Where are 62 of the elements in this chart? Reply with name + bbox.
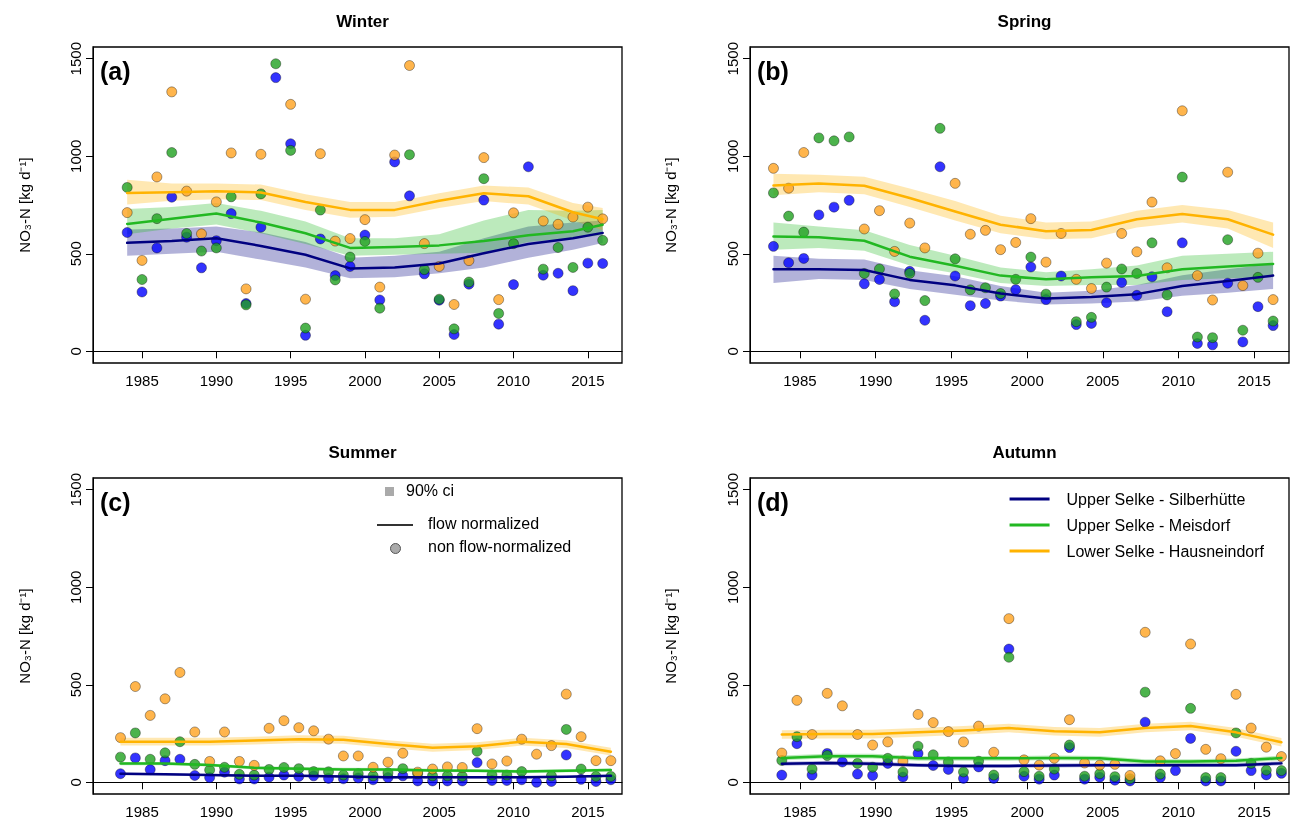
x-tick-label: 2005 — [422, 372, 456, 389]
y-tick-label: 0 — [67, 347, 84, 356]
legend-label: Upper Selke - Meisdorf — [1066, 516, 1231, 534]
y-tick-label: 0 — [67, 778, 84, 787]
y-tick-label: 1000 — [67, 570, 84, 604]
x-tick-label: 2015 — [1237, 372, 1271, 389]
x-tick-label: 2010 — [1161, 803, 1196, 820]
chart-title: Winter — [336, 12, 390, 31]
x-tick-label: 2015 — [1237, 803, 1271, 820]
chart-title: Autumn — [992, 443, 1057, 462]
x-tick-label: 1995 — [273, 803, 308, 820]
x-tick-label: 1995 — [934, 372, 969, 389]
x-tick-label: 1985 — [125, 803, 159, 820]
x-tick-label: 1995 — [273, 372, 308, 389]
y-tick-label: 500 — [724, 672, 741, 698]
x-tick-label: 2010 — [496, 803, 531, 820]
y-axis-title: NO₃-N [kg d⁻¹] — [16, 588, 33, 684]
chart-title: Summer — [328, 443, 397, 462]
annotation: flow normalized — [428, 515, 540, 533]
y-axis-title: NO₃-N [kg d⁻¹] — [662, 157, 679, 253]
legend-label: Upper Selke - Silberhütte — [1066, 490, 1246, 508]
x-tick-label: 1995 — [934, 803, 969, 820]
annotation: (a) — [100, 57, 131, 86]
x-tick-label: 2010 — [1161, 372, 1196, 389]
annotation: non flow-normalized — [428, 538, 572, 556]
x-tick-label: 1985 — [783, 803, 817, 820]
x-tick-label: 1990 — [858, 372, 893, 389]
x-tick-label: 2000 — [348, 372, 382, 389]
x-tick-label: 2005 — [1086, 372, 1120, 389]
x-tick-label: 2000 — [1010, 803, 1044, 820]
x-tick-label: 1990 — [199, 372, 234, 389]
y-tick-label: 1500 — [724, 473, 741, 507]
annotation: (b) — [757, 57, 789, 86]
y-tick-label: 0 — [724, 778, 741, 787]
annotation: 90% ci — [406, 482, 455, 500]
y-axis-title: NO₃-N [kg d⁻¹] — [16, 157, 33, 253]
x-tick-label: 2010 — [496, 372, 531, 389]
x-tick-label: 2005 — [1086, 803, 1120, 820]
y-axis-title: NO₃-N [kg d⁻¹] — [662, 588, 679, 684]
x-tick-label: 2005 — [422, 803, 456, 820]
x-tick-label: 1985 — [783, 372, 817, 389]
y-tick-label: 1500 — [67, 473, 84, 507]
legend-label: Lower Selke - Hausneindorf — [1066, 542, 1265, 560]
x-tick-label: 1990 — [199, 803, 234, 820]
chart-title: Spring — [997, 12, 1052, 31]
y-tick-label: 1000 — [724, 139, 741, 173]
y-tick-label: 1000 — [67, 139, 84, 173]
x-tick-label: 2000 — [1010, 372, 1044, 389]
y-tick-label: 1500 — [67, 42, 84, 76]
annotation: (c) — [100, 488, 131, 517]
x-tick-label: 2000 — [348, 803, 382, 820]
y-tick-label: 500 — [67, 241, 84, 267]
x-tick-label: 2015 — [571, 803, 605, 820]
x-tick-label: 1985 — [125, 372, 159, 389]
x-tick-label: 1990 — [858, 803, 893, 820]
y-tick-label: 1500 — [724, 42, 741, 76]
y-tick-label: 500 — [67, 672, 84, 698]
x-tick-label: 2015 — [571, 372, 605, 389]
y-tick-label: 0 — [724, 347, 741, 356]
y-tick-label: 500 — [724, 241, 741, 267]
annotation: (d) — [757, 488, 789, 517]
y-tick-label: 1000 — [724, 570, 741, 604]
